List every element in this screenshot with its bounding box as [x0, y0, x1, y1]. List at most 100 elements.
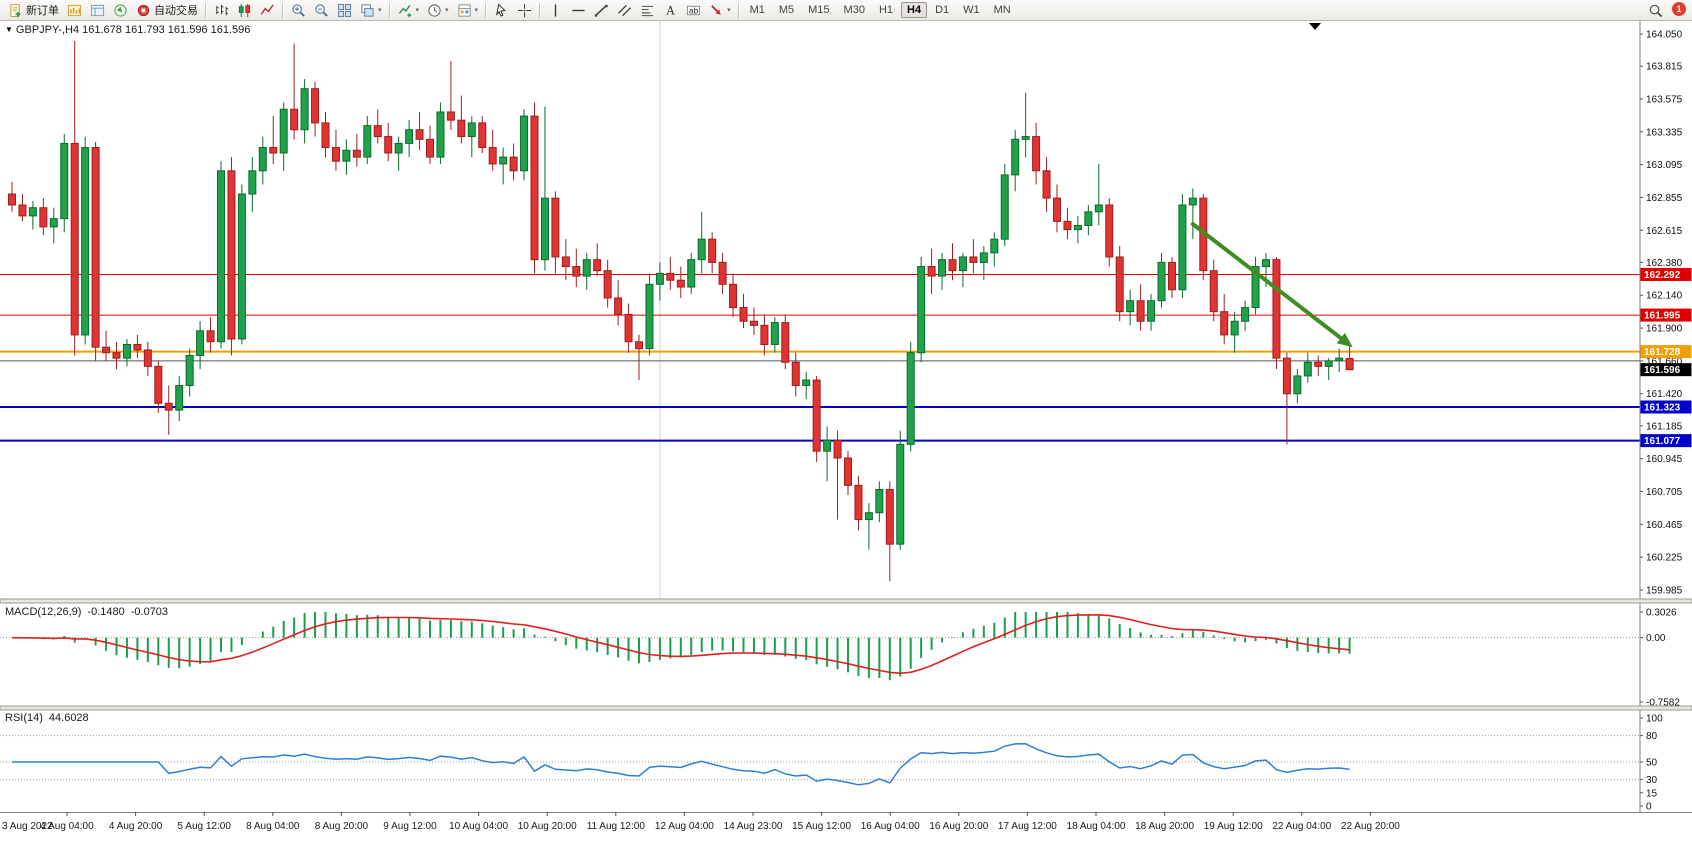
zoom-in-icon[interactable]	[287, 0, 310, 20]
svg-text:50: 50	[1646, 758, 1658, 769]
symbol-header: ▼ GBPJPY-,H4 161.678 161.793 161.596 161.…	[5, 24, 250, 36]
zoom-out-icon-glyph	[315, 3, 328, 17]
crosshair-icon[interactable]	[513, 0, 536, 20]
notification-badge[interactable]: 1	[1672, 2, 1686, 16]
trend-arrow[interactable]	[1190, 222, 1348, 344]
indicators-icon[interactable]: ▾	[394, 0, 424, 20]
line-chart-icon[interactable]	[256, 0, 279, 20]
svg-text:162.140: 162.140	[1646, 291, 1683, 302]
svg-text:100: 100	[1646, 714, 1663, 725]
svg-text:16 Aug 20:00: 16 Aug 20:00	[929, 821, 988, 832]
svg-text:161.077: 161.077	[1644, 436, 1681, 447]
price-axis[interactable]: 164.050 163.815 163.575 163.335 163.095 162.8…	[1639, 21, 1692, 812]
auto-trading-button[interactable]: 自动交易	[132, 0, 202, 20]
horizontal-line-icon[interactable]	[567, 0, 590, 20]
svg-text:162.292: 162.292	[1644, 270, 1681, 281]
svg-text:160.465: 160.465	[1646, 520, 1683, 531]
zoom-out-icon[interactable]	[310, 0, 333, 20]
trendline-icon[interactable]	[590, 0, 613, 20]
line-chart-icon-glyph	[260, 3, 274, 15]
timeframe-m5-button[interactable]: M5	[778, 4, 795, 16]
svg-text:17 Aug 12:00: 17 Aug 12:00	[998, 821, 1057, 832]
horizontal-line-icon-glyph	[572, 9, 585, 11]
fibonacci-icon[interactable]	[636, 0, 659, 20]
svg-text:18 Aug 04:00: 18 Aug 04:00	[1067, 821, 1126, 832]
svg-text:160.225: 160.225	[1646, 553, 1683, 564]
svg-text:162.615: 162.615	[1646, 226, 1683, 237]
candlestick-chart-icon[interactable]	[233, 0, 256, 20]
arrows-icon-glyph	[711, 4, 721, 15]
svg-text:161.596: 161.596	[1644, 365, 1681, 376]
market-watch-icon-glyph	[67, 4, 82, 16]
svg-text:163.575: 163.575	[1646, 94, 1683, 105]
timeframe-m1-button[interactable]: M1	[749, 4, 765, 16]
toolbar-separator	[205, 2, 207, 18]
chart-menu-icon[interactable]: ▼	[5, 25, 13, 34]
periods-icon[interactable]: ▾	[423, 0, 453, 20]
svg-text:80: 80	[1646, 731, 1658, 742]
crosshair-icon-glyph	[518, 3, 532, 17]
timeframe-h4-button[interactable]: H4	[901, 2, 928, 18]
timeframe-m15-button[interactable]: M15	[808, 4, 830, 16]
cursor-icon-glyph	[496, 2, 506, 17]
vertical-line-icon[interactable]	[544, 0, 567, 20]
text-icon-glyph: A	[666, 3, 675, 17]
text-label-icon-glyph: ab	[687, 5, 701, 15]
trendline-icon-glyph	[595, 4, 608, 17]
trend-arrow-head[interactable]	[1336, 332, 1353, 348]
chart-shift-marker[interactable]	[1309, 23, 1321, 30]
svg-text:11 Aug 12:00: 11 Aug 12:00	[587, 821, 646, 832]
arrows-icon[interactable]: ▾	[705, 0, 735, 20]
search-icon-glyph	[1649, 4, 1663, 17]
bar-chart-icon[interactable]	[210, 0, 233, 20]
svg-text:164.050: 164.050	[1646, 30, 1683, 41]
horizontal-lines-layer[interactable]	[0, 21, 1640, 599]
candlestick-chart-icon-glyph	[238, 3, 251, 17]
new-order-button[interactable]: 新订单	[4, 0, 63, 20]
svg-text:0.00: 0.00	[1646, 633, 1666, 644]
tile-windows-icon[interactable]	[333, 0, 356, 20]
svg-text:159.985: 159.985	[1646, 586, 1683, 597]
macd-indicator-label: MACD(12,26,9) -0.1480 -0.0703	[5, 606, 168, 618]
cursor-icon[interactable]	[490, 0, 513, 20]
timeframe-d1-button[interactable]: D1	[935, 4, 950, 16]
templates-icon[interactable]: ▾	[453, 0, 483, 20]
text-label-icon[interactable]: ab	[682, 0, 705, 20]
rsi-pane[interactable]: 100 80 50 30 15 0	[0, 714, 1663, 813]
svg-text:161.995: 161.995	[1644, 311, 1681, 322]
svg-text:161.728: 161.728	[1644, 347, 1681, 358]
equidistant-channel-icon[interactable]	[613, 0, 636, 20]
data-window-icon[interactable]	[86, 0, 109, 20]
navigator-icon[interactable]	[109, 0, 132, 20]
toolbar-separator	[737, 2, 740, 18]
svg-text:162.380: 162.380	[1646, 258, 1683, 269]
svg-text:15 Aug 12:00: 15 Aug 12:00	[792, 821, 851, 832]
svg-text:161.323: 161.323	[1644, 402, 1681, 413]
timeframe-w1-button[interactable]: W1	[963, 4, 980, 16]
svg-text:22 Aug 20:00: 22 Aug 20:00	[1341, 821, 1400, 832]
navigator-icon-glyph	[114, 3, 127, 17]
svg-text:18 Aug 20:00: 18 Aug 20:00	[1135, 821, 1194, 832]
macd-pane[interactable]: 0.3026 0.00 -0.7582	[0, 608, 1680, 709]
timeframe-m30-button[interactable]: M30	[843, 4, 865, 16]
svg-text:A: A	[666, 3, 675, 17]
text-icon[interactable]: A	[659, 0, 682, 20]
annotations-layer[interactable]	[1190, 23, 1353, 348]
svg-text:14 Aug 23:00: 14 Aug 23:00	[724, 821, 783, 832]
pane-splitter[interactable]	[0, 598, 1692, 604]
svg-text:22 Aug 04:00: 22 Aug 04:00	[1272, 821, 1331, 832]
timeframe-h1-button[interactable]: H1	[878, 4, 894, 16]
search-icon[interactable]	[1644, 0, 1667, 20]
vertical-line-icon-glyph	[554, 3, 557, 17]
svg-text:15: 15	[1646, 788, 1658, 799]
auto-arrange-icon[interactable]: ▾	[356, 0, 386, 20]
rsi-indicator-label: RSI(14) 44.6028	[5, 712, 89, 724]
market-watch-icon[interactable]	[63, 0, 86, 20]
pane-splitter[interactable]	[0, 705, 1692, 711]
svg-text:4 Aug 04:00: 4 Aug 04:00	[40, 821, 94, 832]
tile-windows-icon-glyph	[337, 3, 352, 17]
timeframe-mn-button[interactable]: MN	[993, 4, 1011, 16]
svg-text:163.335: 163.335	[1646, 127, 1683, 138]
